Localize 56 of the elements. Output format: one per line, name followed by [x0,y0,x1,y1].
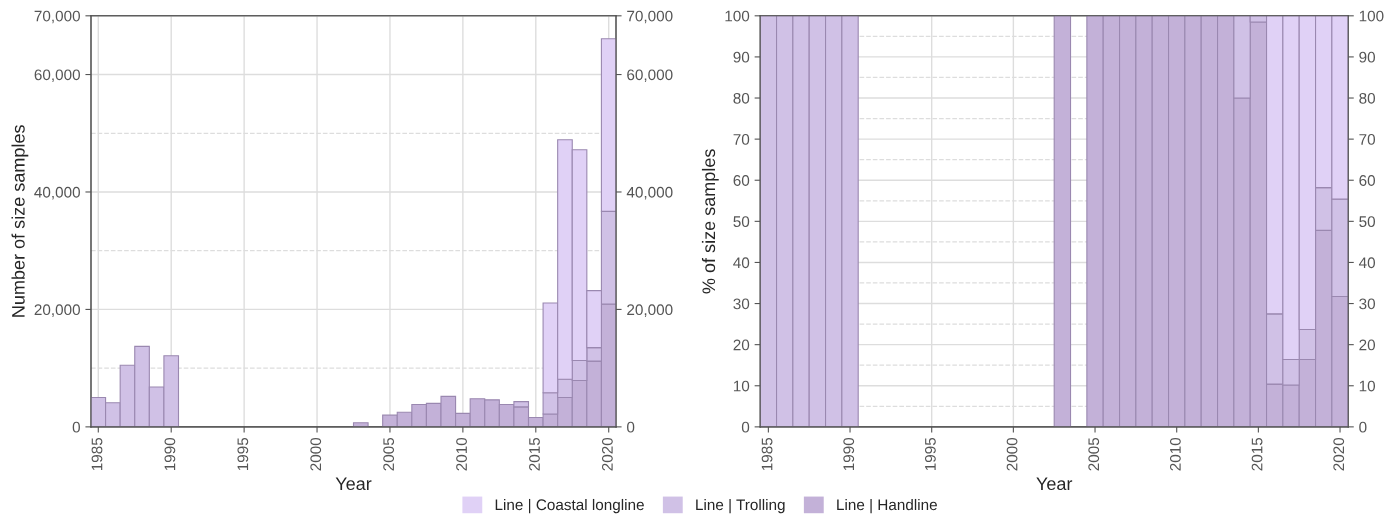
legend-label: Line | Coastal longline [495,498,644,514]
y-axis-title: % of size samples [701,149,719,294]
y-tick-label: 50 [733,216,750,228]
x-tick-label: 2000 [310,437,322,471]
y-tick-label: 70,000 [34,10,80,24]
y2-tick-label: 20 [1359,339,1376,351]
y2-tick-label: 40,000 [626,186,673,200]
x-tick-label: 2020 [601,437,613,471]
y2-tick-label: 80 [1359,92,1376,104]
y-tick-label: 20 [733,339,750,351]
y-tick-label: 90 [733,51,750,63]
x-tick-label: 2005 [1088,437,1100,471]
y2-tick-label: 60 [1359,175,1376,186]
y-tick-label: 80 [733,92,750,104]
y-tick-label: 40,000 [34,186,80,200]
y2-tick-label: 20,000 [627,304,673,317]
y2-tick-label: 0 [1359,421,1367,433]
x-tick-label: 2010 [456,437,467,471]
y-axis-title: Number of size samples [11,125,29,317]
legend-label: Line | Trolling [696,498,785,514]
legend-label: Line | Handline [837,498,937,514]
y2-tick-label: 40 [1358,257,1376,269]
x-tick-label: 2010 [1169,437,1181,471]
y2-tick-label: 60,000 [627,69,673,83]
x-tick-label: 2020 [1333,437,1345,471]
y-tick-label: 60 [733,175,750,186]
x-tick-label: 1995 [237,437,249,471]
y-tick-label: 70 [733,134,750,145]
y2-tick-label: 90 [1359,51,1376,63]
x-axis-title: Year [335,477,372,491]
y2-tick-label: 0 [627,421,635,433]
x-tick-label: 2000 [1006,437,1018,471]
y-tick-label: 20,000 [34,304,80,317]
y-tick-label: 60,000 [34,69,80,83]
x-tick-label: 1990 [843,437,855,471]
x-tick-label: 2015 [1251,437,1263,471]
y-tick-label: 0 [741,421,750,433]
y2-tick-label: 70,000 [627,10,673,24]
y-tick-label: 0 [72,421,80,433]
y-tick-label: 40 [733,257,750,269]
y2-tick-label: 70 [1359,134,1376,145]
x-axis-title: Year [1036,477,1073,491]
y2-tick-label: 10 [1359,380,1376,392]
x-tick-label: 1995 [924,437,936,471]
y-tick-label: 30 [733,298,750,310]
bar [1053,15,1072,427]
x-tick-label: 1990 [164,437,176,471]
y2-tick-label: 50 [1359,216,1376,228]
y2-tick-label: 100 [1359,10,1384,22]
x-tick-label: 1985 [91,437,103,471]
y-tick-label: 100 [725,10,750,22]
y-tick-label: 10 [733,380,750,392]
x-tick-label: 2005 [383,437,395,471]
y2-tick-label: 30 [1359,298,1376,310]
x-tick-label: 1985 [761,437,773,471]
x-tick-label: 2015 [529,437,540,471]
